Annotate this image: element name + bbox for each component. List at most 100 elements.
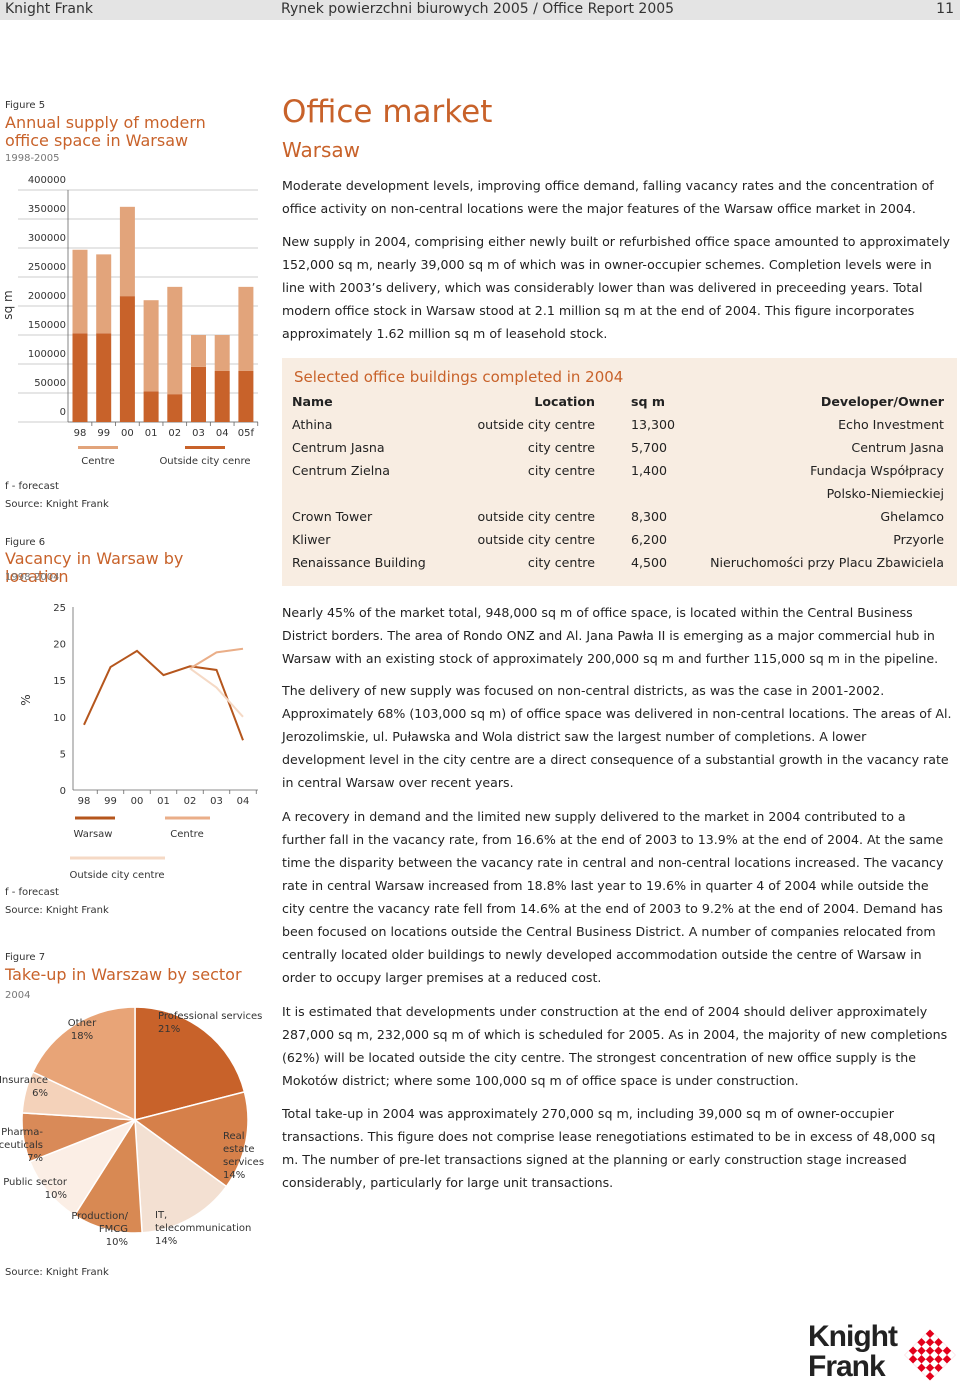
bar-segment bbox=[72, 249, 88, 334]
table-cell: Fundacja Współpracy Polsko-Niemieckiej bbox=[810, 463, 944, 501]
x-tick-label: 99 bbox=[104, 796, 117, 807]
y-tick-label: 150000 bbox=[28, 320, 66, 331]
pie-label: Public sector 10% bbox=[3, 1176, 67, 1202]
pie-label-name: IT, telecommunication bbox=[155, 1210, 252, 1234]
pie-slice bbox=[28, 1118, 137, 1217]
page-number: 11 bbox=[936, 1, 954, 17]
y-tick-label: 25 bbox=[53, 603, 66, 614]
table-row: Centrum Zielna city centre 1,400 Fundacja W… bbox=[292, 459, 944, 505]
pie-label-value: 7% bbox=[27, 1153, 43, 1164]
legend-label: Centre bbox=[81, 456, 114, 467]
figure-number: Figure 7 bbox=[5, 952, 46, 963]
table-header-cell: Location bbox=[534, 394, 595, 409]
charts: 0500001000001500002000002500003000003500… bbox=[1, 175, 259, 1234]
x-tick-label: 03 bbox=[210, 796, 223, 807]
legend-label: Outside city cenre bbox=[159, 456, 250, 467]
table-cell: Crown Tower bbox=[292, 509, 373, 524]
pie-label: Real estate services 14% bbox=[223, 1130, 264, 1182]
x-tick-label: 00 bbox=[121, 428, 134, 439]
figure-subtitle: 2004 bbox=[5, 990, 31, 1001]
legend-swatch bbox=[78, 446, 118, 449]
table-cell: outside city centre bbox=[477, 532, 595, 547]
y-tick-label: 200000 bbox=[28, 291, 66, 302]
x-tick-label: 03 bbox=[192, 428, 205, 439]
y-tick-label: 400000 bbox=[28, 175, 66, 186]
logo-icon bbox=[904, 1329, 956, 1381]
figure-number: Figure 5 bbox=[5, 100, 46, 111]
table-cell: Przyorle bbox=[893, 532, 944, 547]
table-row: Crown Tower outside city centre 8,300 Ghela… bbox=[292, 505, 944, 528]
article-title: Office market bbox=[282, 94, 493, 130]
table-cell: city centre bbox=[527, 463, 595, 478]
table-cell: 8,300 bbox=[630, 509, 668, 524]
table-header-row: Name Location sq m Developer/Owner bbox=[292, 390, 944, 413]
table-cell: 13,300 bbox=[630, 417, 676, 432]
logo-text: Knight Frank bbox=[808, 1320, 898, 1383]
paragraph: Moderate development levels, improving o… bbox=[282, 178, 934, 216]
y-axis-label: % bbox=[19, 694, 33, 705]
y-tick-label: 350000 bbox=[28, 204, 66, 215]
pie-label-value: 10% bbox=[44, 1190, 67, 1201]
x-tick-label: 01 bbox=[145, 428, 158, 439]
source: Source: Knight Frank bbox=[5, 499, 109, 510]
bar-segment bbox=[143, 300, 159, 392]
figure-subtitle: 1998-2005 bbox=[5, 153, 60, 164]
header-brand: Knight Frank bbox=[5, 1, 93, 17]
pie-label-value: 6% bbox=[32, 1088, 48, 1099]
table-cell: 1,400 bbox=[630, 463, 668, 478]
table-cell: Nieruchomości przy Placu Zbawiciela bbox=[710, 555, 944, 570]
pie-label-value: 10% bbox=[105, 1237, 128, 1248]
pie-slice bbox=[73, 1117, 143, 1234]
table-cell: Echo Investment bbox=[838, 417, 944, 432]
table-cell: city centre bbox=[527, 440, 595, 455]
pie-label-name: Other bbox=[67, 1018, 97, 1029]
y-tick-label: 0 bbox=[60, 407, 66, 418]
y-tick-label: 100000 bbox=[28, 349, 66, 360]
bar-segment bbox=[214, 335, 230, 371]
table-cell: 5,700 bbox=[630, 440, 668, 455]
paragraph: Nearly 45% of the market total, 948,000 … bbox=[282, 605, 939, 666]
figure-title: Annual supply of modern office space in … bbox=[5, 113, 206, 150]
x-tick-label: 01 bbox=[157, 796, 170, 807]
pie-label: Pharma- ceuticals 7% bbox=[0, 1126, 43, 1165]
bar-segment bbox=[119, 296, 135, 422]
y-tick-label: 250000 bbox=[28, 262, 66, 273]
table-cell: 6,200 bbox=[630, 532, 668, 547]
x-tick-label: 98 bbox=[78, 796, 91, 807]
pie-label-name: Professional services bbox=[158, 1011, 263, 1022]
pie-label: Other 18% bbox=[42, 1017, 122, 1043]
x-tick-label: 02 bbox=[168, 428, 181, 439]
y-tick-label: 10 bbox=[53, 713, 66, 724]
y-tick-label: 5 bbox=[60, 749, 66, 760]
y-axis-label: sq m bbox=[1, 290, 15, 319]
bar-segment bbox=[119, 206, 135, 297]
pie-slice bbox=[134, 1006, 246, 1121]
pie-label: Production/ FMCG 10% bbox=[71, 1210, 128, 1249]
bar-segment bbox=[96, 333, 112, 422]
table-cell: Centrum Jasna bbox=[851, 440, 944, 455]
source: Source: Knight Frank bbox=[5, 1267, 109, 1278]
source: Source: Knight Frank bbox=[5, 905, 109, 916]
buildings-table: Name Location sq m Developer/Owner Athina out… bbox=[292, 390, 944, 574]
pie-label: Professional services 21% bbox=[158, 1010, 262, 1036]
table-title: Selected office buildings completed in 2… bbox=[294, 368, 624, 386]
bar-segment bbox=[143, 391, 159, 422]
legend-label: Outside city centre bbox=[69, 870, 164, 881]
pie-label-name: Public sector bbox=[3, 1177, 67, 1188]
table-cell: Centrum Jasna bbox=[292, 440, 385, 455]
pie-label: Insurance 6% bbox=[0, 1074, 48, 1100]
bar-segment bbox=[72, 333, 88, 422]
pie-label-value: 21% bbox=[158, 1024, 181, 1035]
paragraph: It is estimated that developments under … bbox=[282, 1004, 948, 1088]
pie-label-name: Insurance bbox=[0, 1075, 48, 1086]
bar-segment bbox=[214, 370, 230, 422]
table-cell: Renaissance Building bbox=[292, 555, 426, 570]
pie-slice bbox=[31, 1006, 136, 1122]
table-cell: 4,500 bbox=[630, 555, 668, 570]
bar-segment bbox=[167, 394, 183, 422]
y-tick-label: 15 bbox=[53, 676, 66, 687]
pie-label-value: 14% bbox=[223, 1170, 246, 1181]
x-tick-label: 05f bbox=[238, 428, 255, 439]
pie-label-value: 18% bbox=[70, 1031, 94, 1042]
